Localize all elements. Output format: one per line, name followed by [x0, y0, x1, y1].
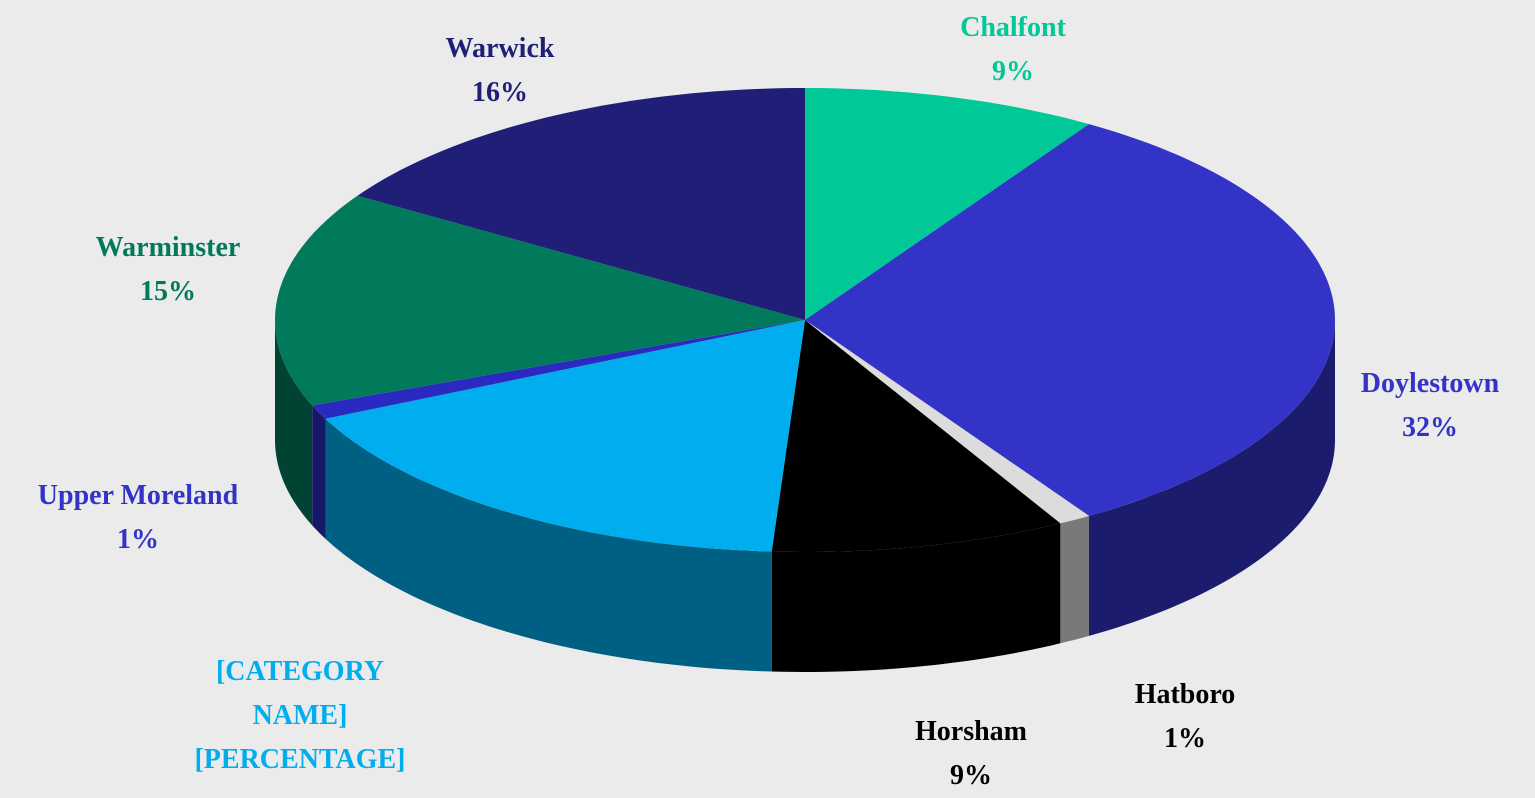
- value-label: 9%: [950, 760, 992, 791]
- slice: [805, 88, 1089, 320]
- data-label: Warwick 16%: [446, 27, 555, 115]
- category-name: [CATEGORY NAME]: [215, 656, 385, 731]
- slice-side: [275, 320, 313, 526]
- value-label: 9%: [991, 56, 1034, 87]
- value-label: 32%: [1401, 412, 1458, 443]
- slice-side: [1060, 515, 1089, 644]
- value-label: 15%: [139, 276, 196, 307]
- slice: [805, 124, 1335, 516]
- data-label: Doylestown 32%: [1361, 362, 1499, 450]
- data-label: Chalfont 9%: [960, 6, 1066, 94]
- slice: [275, 195, 805, 406]
- value-label: [PERCENTAGE]: [194, 744, 406, 775]
- slice-side: [312, 405, 326, 539]
- slice: [325, 320, 805, 552]
- slice: [771, 320, 1061, 552]
- category-name: Doylestown: [1360, 368, 1500, 399]
- slice-side: [771, 523, 1061, 672]
- slice: [312, 320, 805, 419]
- category-name: Horsham: [915, 716, 1027, 747]
- data-label: [CATEGORY NAME] [PERCENTAGE]: [180, 650, 420, 782]
- category-name: Warminster: [95, 232, 241, 263]
- category-name: Upper Moreland: [37, 480, 239, 511]
- data-label: Warminster 15%: [96, 226, 241, 314]
- slice: [357, 88, 805, 320]
- slice-side: [325, 418, 772, 672]
- data-label: Upper Moreland 1%: [38, 474, 238, 562]
- value-label: 1%: [116, 524, 159, 555]
- category-name: Chalfont: [960, 12, 1066, 43]
- slice-side: [1088, 320, 1335, 636]
- value-label: 1%: [1163, 723, 1206, 754]
- slice: [805, 320, 1089, 524]
- category-name: Warwick: [445, 33, 555, 64]
- data-label: Hatboro 1%: [1135, 673, 1236, 761]
- category-name: Hatboro: [1134, 679, 1236, 710]
- value-label: 16%: [471, 77, 528, 108]
